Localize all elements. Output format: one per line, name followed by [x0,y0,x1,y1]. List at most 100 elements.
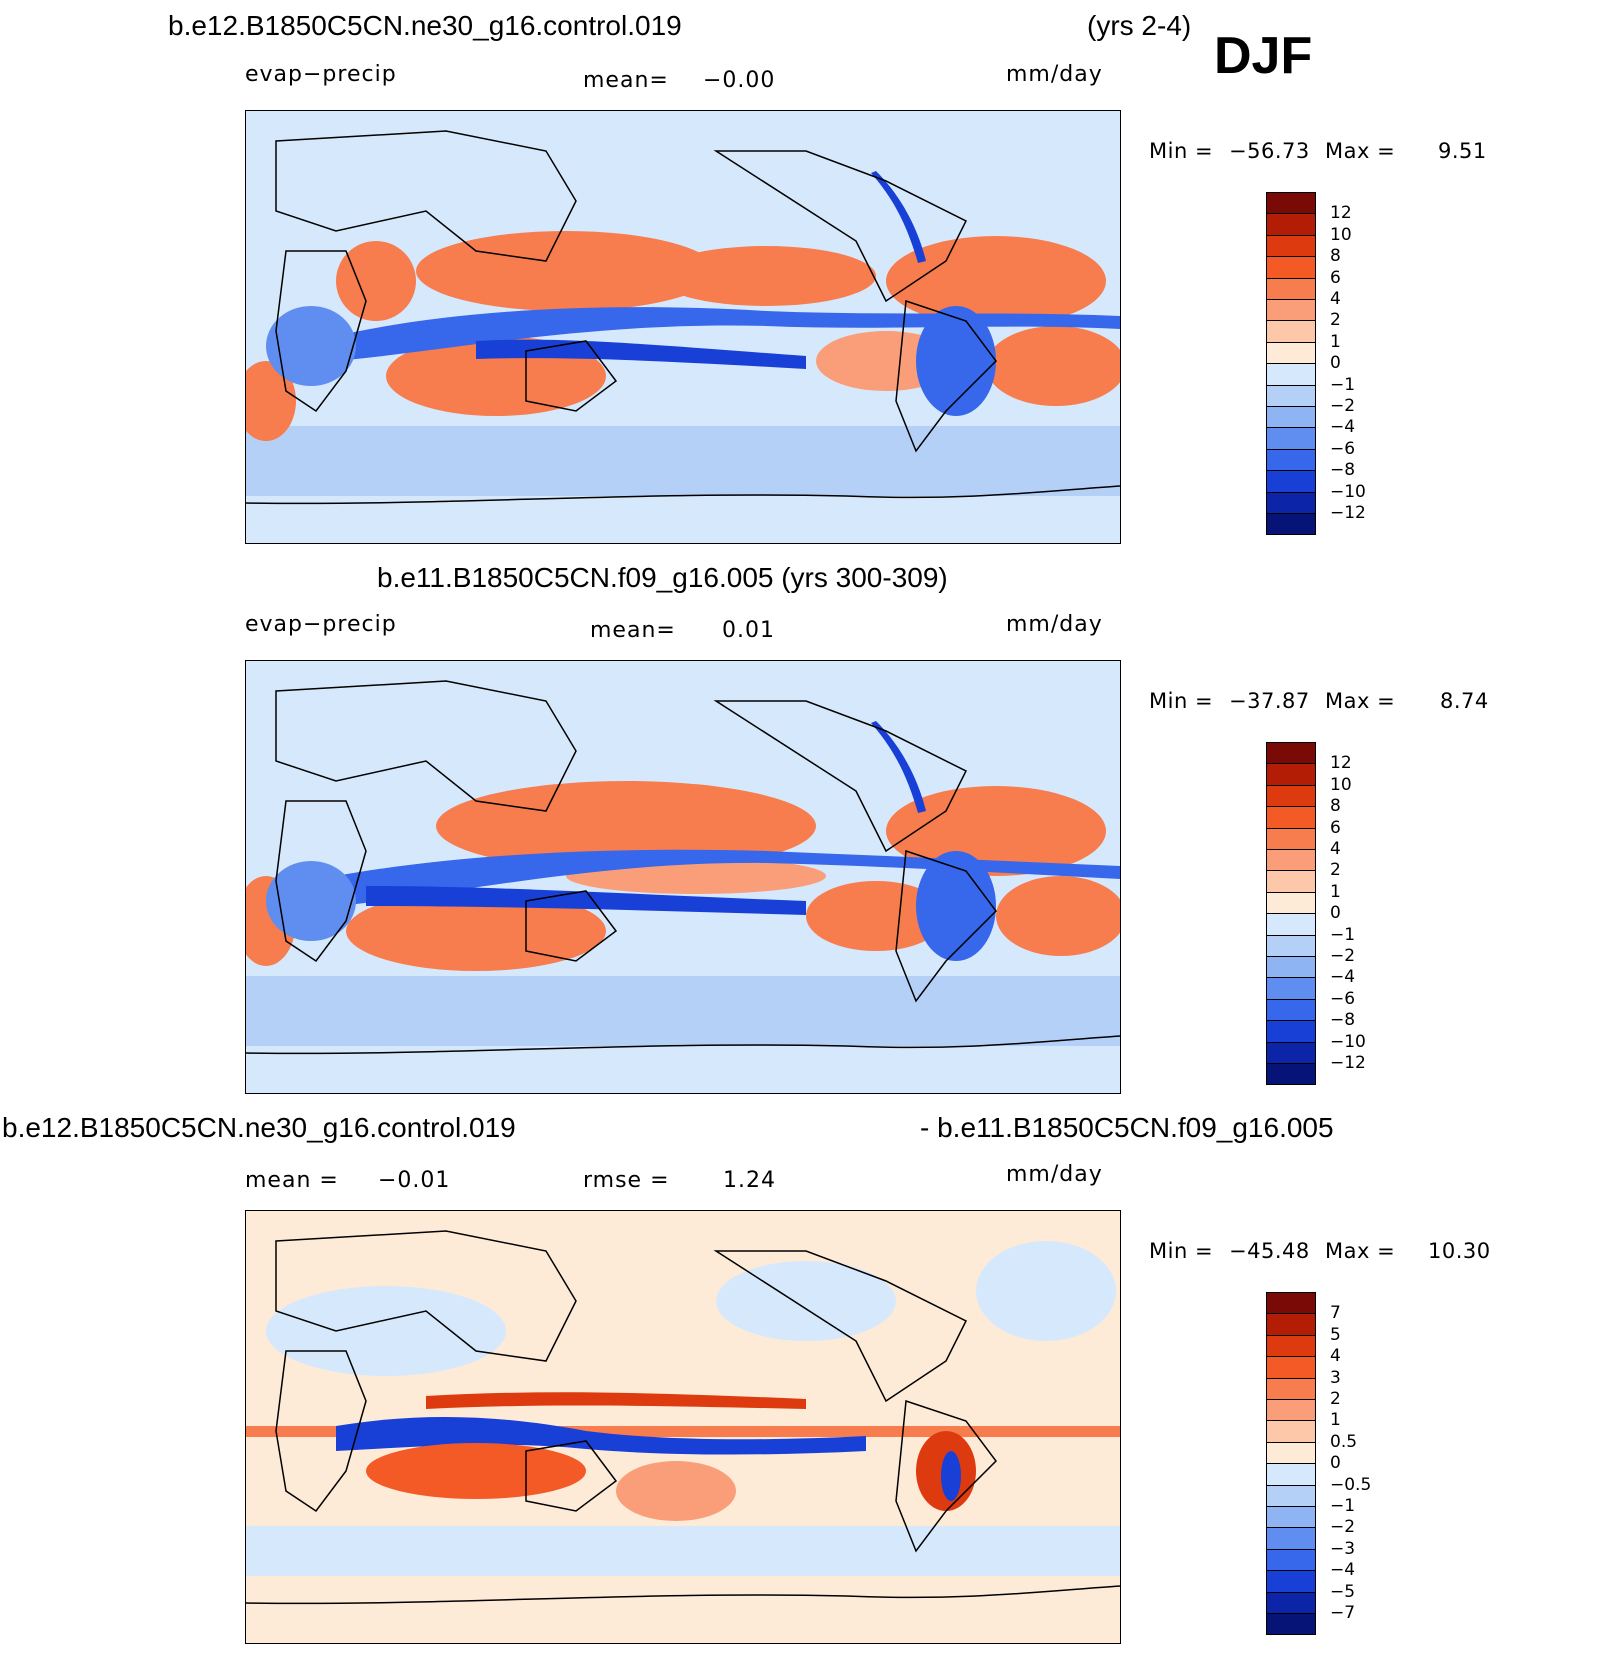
panel3-title-right: - b.e11.B1850C5CN.f09_g16.005 [920,1112,1334,1143]
colorbar-swatch [1266,1441,1316,1465]
colorbar-tick-label: 8 [1330,246,1341,267]
panel3-mean-value: −0.01 [378,1168,451,1193]
colorbar-swatch [1266,470,1316,493]
colorbar-tick-label: −4 [1330,967,1356,988]
colorbar-tick-label: −7 [1330,1603,1356,1623]
colorbar-tick-label: −3 [1330,1538,1356,1559]
north-pacific-anomaly [716,1261,896,1341]
panel3-rmse-label: rmse = [583,1168,670,1193]
australia-coast [525,890,618,962]
colorbar-swatch [1266,1063,1316,1086]
colorbar-swatch [1266,448,1316,472]
panel3-min-label: Min = [1149,1239,1214,1263]
colorbar-swatch [1266,827,1316,850]
colorbar-swatch [1266,320,1316,343]
colorbar-swatch [1266,870,1316,893]
spcz-band [366,886,806,915]
colorbar-tick-label: −4 [1330,417,1356,438]
amazon-low [916,851,996,961]
itcz-band [336,849,1120,906]
colorbar-swatch [1266,299,1316,322]
colorbar-tick-label: −10 [1330,1031,1366,1052]
panel2-contours [246,680,1120,1055]
colorbar-swatch [1266,742,1316,765]
colorbar-tick-label: −10 [1330,481,1366,502]
antarctica-coast [246,1585,1120,1605]
south-ocean-band [246,976,1120,1046]
panel2-mean-value: 0.01 [722,618,775,643]
colorbar-tick-label: 1 [1330,331,1341,352]
colorbar-tick-label: −12 [1330,1053,1366,1073]
colorbar-swatch [1266,763,1316,786]
colorbar-tick-label: 5 [1330,1324,1341,1345]
south-america-coast [895,299,997,453]
colorbar-swatch [1266,277,1316,300]
south-ocean-band [246,426,1120,496]
north-pacific-high [436,781,816,871]
colorbar-tick-label: −5 [1330,1581,1356,1602]
colorbar-tick-label: 10 [1330,224,1352,245]
colorbar-swatch [1266,1570,1316,1593]
colorbar-swatch [1266,1527,1316,1550]
colorbar-swatch [1266,913,1316,936]
panel2-max-label: Max = [1325,689,1396,713]
colorbar-tick-label: 8 [1330,796,1341,817]
colorbar-tick-label: 7 [1330,1303,1341,1324]
south-indian-high [346,891,606,971]
amazon-low [916,306,996,416]
panel2-mean-label: mean= [590,618,676,643]
colorbar-swatch [1266,234,1316,258]
colorbar-tick-label: 4 [1330,289,1341,309]
colorbar-tick-label: 10 [1330,774,1352,795]
antarctica-coast [246,485,1120,505]
colorbar-tick-label: −1 [1330,1496,1356,1516]
panel3-max-value: 10.30 [1428,1239,1491,1263]
colorbar-tick-label: −2 [1330,946,1356,966]
colorbar-swatch [1266,1548,1316,1572]
colorbar-swatch [1266,1399,1316,1422]
colorbar-swatch [1266,1334,1316,1358]
colorbar-swatch [1266,1506,1316,1529]
panel1-mean-value: −0.00 [703,68,776,93]
colorbar-tick-label: 4 [1330,839,1341,859]
south-ocean-anomaly [246,1526,1120,1576]
australia-coast [525,340,618,412]
panel3-map [245,1210,1121,1644]
colorbar-tick-label: −8 [1330,1010,1356,1031]
colorbar-swatch [1266,406,1316,429]
panel1-units: mm/day [1006,62,1103,87]
panel3-max-label: Max = [1325,1239,1396,1263]
north-america-coast [713,700,968,853]
spcz-band [476,339,806,369]
panel2-min-label: Min = [1149,689,1214,713]
colorbar-swatch [1266,213,1316,236]
colorbar-swatch [1266,849,1316,872]
colorbar-swatch [1266,1463,1316,1486]
colorbar-tick-label: −2 [1330,396,1356,416]
colorbar-tick-label: −6 [1330,988,1356,1009]
antarctica-coast [246,1035,1120,1055]
panel3-mean-label: mean = [245,1168,339,1193]
africa-coast [275,1350,367,1513]
equatorial-blue-band [336,1416,866,1455]
colorbar-tick-label: 2 [1330,860,1341,881]
colorbar-swatch [1266,1613,1316,1636]
colorbar-tick-label: 2 [1330,310,1341,331]
panel2-min-value: −37.87 [1229,689,1310,713]
panel1-mean-label: mean= [583,68,669,93]
colorbar-swatch [1266,977,1316,1000]
panel1-max-value: 9.51 [1438,139,1487,163]
panel3-title-left: b.e12.B1850C5CN.ne30_g16.control.019 [2,1112,516,1143]
colorbar-swatch [1266,806,1316,829]
colorbar-tick-label: −0.5 [1330,1474,1372,1495]
colorbar-tick-label: 6 [1330,267,1341,288]
north-atlantic-high [886,786,1106,876]
colorbar-tick-label: 4 [1330,1346,1341,1367]
colorbar-swatch [1266,1420,1316,1443]
colorbar-swatch [1266,341,1316,365]
arabian-sea-high [336,241,416,321]
south-atlantic-high [986,326,1120,406]
colorbar-swatch [1266,384,1316,407]
panel3-min-value: −45.48 [1229,1239,1310,1263]
north-america-coast [713,150,968,303]
